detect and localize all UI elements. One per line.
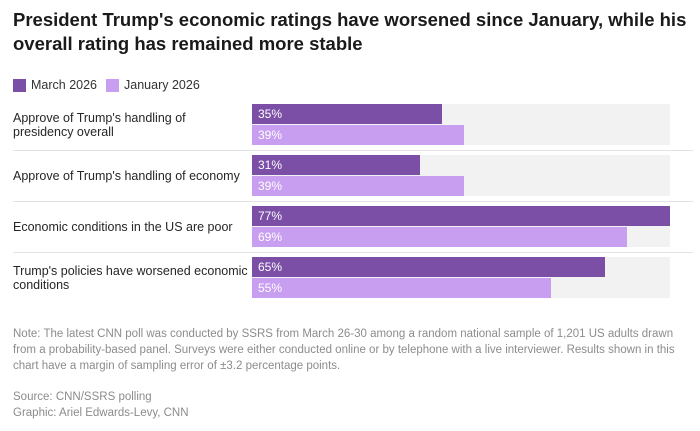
category-label: Trump's policies have worsened economic … — [13, 263, 248, 292]
legend-swatch-january-2026 — [106, 78, 120, 92]
bar-value-label: 31% — [258, 158, 283, 172]
bar-january-2026 — [252, 227, 627, 247]
chart-source: Source: CNN/SSRS polling Graphic: Ariel … — [13, 389, 189, 421]
bar-value-label: 39% — [258, 179, 283, 193]
bar-value-label: 39% — [258, 128, 283, 142]
bar-january-2026 — [252, 278, 551, 298]
bar-march-2026 — [252, 104, 442, 124]
bar-march-2026 — [252, 206, 670, 226]
row-separator — [13, 150, 693, 151]
category-label: Approve of Trump's handling of presidenc… — [13, 110, 186, 139]
bar-value-label: 55% — [258, 281, 283, 295]
category-label: Approve of Trump's handling of economy — [13, 168, 240, 183]
chart-note: Note: The latest CNN poll was conducted … — [13, 328, 675, 372]
legend-label-march-2026: March 2026 — [31, 78, 98, 92]
bar-march-2026 — [252, 155, 420, 175]
category-label: Economic conditions in the US are poor — [13, 219, 233, 234]
legend-item-january-2026: January 2026 — [106, 78, 200, 92]
bar-value-label: 69% — [258, 230, 283, 244]
legend-item-march-2026: March 2026 — [13, 78, 97, 92]
bar-march-2026 — [252, 257, 605, 277]
legend-label-january-2026: January 2026 — [124, 78, 200, 92]
chart-title: President Trump's economic ratings have … — [13, 9, 687, 54]
legend: March 2026 January 2026 — [13, 78, 209, 92]
row-separator — [13, 252, 693, 253]
bar-january-2026 — [252, 176, 464, 196]
row-separator — [13, 201, 693, 202]
graphic-credit: Graphic: Ariel Edwards-Levy, CNN — [13, 407, 189, 419]
bar-value-label: 65% — [258, 260, 283, 274]
source-line: Source: CNN/SSRS polling — [13, 391, 152, 403]
bar-value-label: 35% — [258, 107, 283, 121]
legend-swatch-march-2026 — [13, 78, 26, 92]
bar-january-2026 — [252, 125, 464, 145]
bar-value-label: 77% — [258, 209, 283, 223]
